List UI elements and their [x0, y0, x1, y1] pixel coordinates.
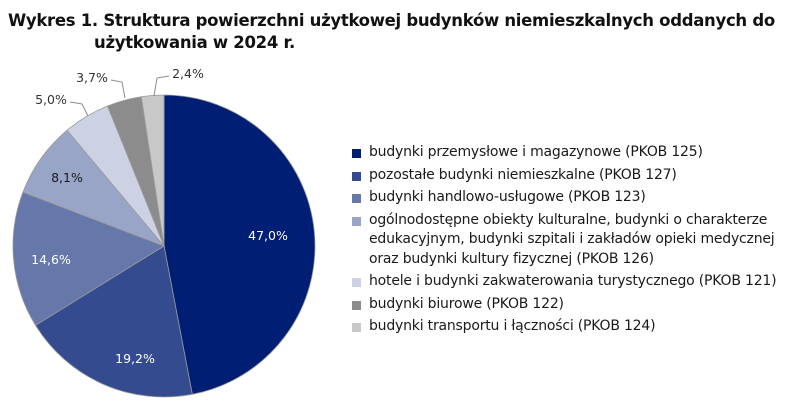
data-label: 19,2% [115, 351, 155, 366]
legend-label: budynki transportu i łączności (PKOB 124… [369, 318, 656, 334]
pie-chart: 47,0% 19,2% 14,6% 8,1% 5,0% 3,7% 2,4% [12, 66, 316, 398]
legend-item: hotele i budynki zakwaterowania turystyc… [352, 272, 802, 292]
leader-line [110, 79, 126, 99]
legend-swatch-icon [352, 171, 361, 181]
legend-swatch-icon [352, 278, 361, 287]
data-label: 3,7% [76, 70, 108, 85]
pie-slice [163, 94, 316, 395]
legend-item: ogólnodostępne obiekty kulturalne, budyn… [352, 211, 802, 270]
legend-label: budynki przemysłowe i magazynowe (PKOB 1… [369, 144, 703, 160]
legend-swatch-icon [352, 149, 361, 158]
legend-swatch-icon [352, 216, 361, 226]
legend-item: budynki transportu i łączności (PKOB 124… [352, 317, 802, 337]
chart-title-line1: Wykres 1. Struktura powierzchni użytkowe… [8, 11, 775, 30]
chart-title-line2: użytkowania w 2024 r. [94, 33, 295, 52]
pie-slice [12, 191, 165, 326]
data-label: 5,0% [35, 92, 67, 107]
legend-swatch-icon [352, 194, 361, 203]
legend-item: pozostałe budynki niemieszkalne (PKOB 12… [352, 166, 802, 186]
legend-swatch-icon [352, 300, 361, 310]
legend-label: budynki handlowo-usługowe (PKOB 123) [369, 189, 646, 205]
legend-item: budynki biurowe (PKOB 122) [352, 295, 802, 315]
leader-line [69, 101, 89, 117]
legend-label: pozostałe budynki niemieszkalne (PKOB 12… [369, 166, 677, 183]
data-label: 47,0% [248, 228, 288, 243]
leader-line [153, 75, 170, 97]
pie-slice [34, 245, 193, 398]
chart-legend: budynki przemysłowe i magazynowe (PKOB 1… [352, 143, 802, 340]
legend-item: budynki przemysłowe i magazynowe (PKOB 1… [352, 143, 802, 163]
data-label: 2,4% [172, 66, 204, 81]
legend-label: ogólnodostępne obiekty kulturalne, budyn… [369, 211, 775, 267]
pie-slice [140, 94, 165, 247]
legend-label: budynki biurowe (PKOB 122) [369, 295, 564, 312]
legend-label: hotele i budynki zakwaterowania turystyc… [369, 273, 777, 289]
data-label: 14,6% [31, 252, 71, 267]
legend-item: budynki handlowo-usługowe (PKOB 123) [352, 188, 802, 208]
legend-swatch-icon [352, 323, 361, 332]
chart-title: Wykres 1. Struktura powierzchni użytkowe… [8, 10, 775, 54]
data-label: 8,1% [51, 170, 83, 185]
